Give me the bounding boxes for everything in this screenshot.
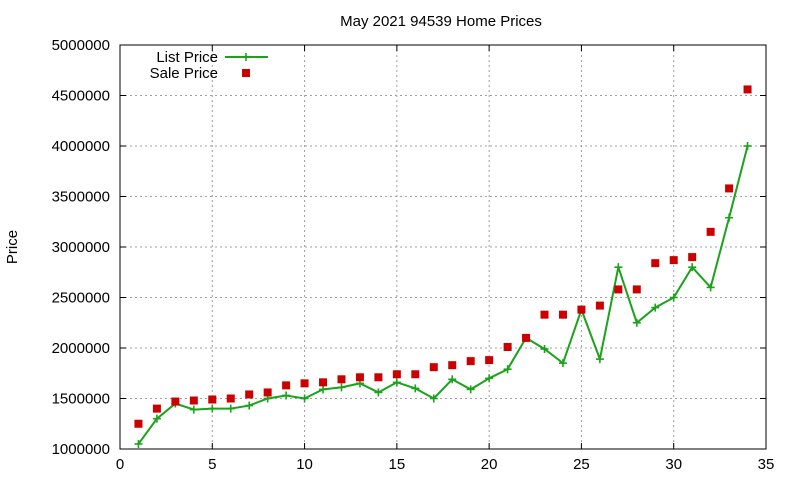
list-price-point <box>152 414 161 423</box>
series-sale-price <box>134 85 752 428</box>
list-price-line <box>137 145 749 445</box>
sale-price-point <box>558 310 567 319</box>
list-price-point <box>743 142 752 150</box>
sale-price-point <box>189 396 198 405</box>
x-tick-label: 10 <box>296 456 313 473</box>
list-price-point <box>282 391 291 400</box>
sale-price-point <box>355 373 364 382</box>
sale-price-point <box>337 375 346 384</box>
sale-price-point <box>669 256 678 265</box>
sale-price-point <box>522 333 531 342</box>
list-price-point <box>319 385 328 394</box>
axis-ticks: 0 5 10 15 20 25 30 35 1000000 1500000 2000000 25000… <box>52 37 775 473</box>
y-axis-label: Price <box>4 230 21 264</box>
y-tick-label: 3500000 <box>52 189 110 206</box>
list-price-point <box>337 383 346 392</box>
list-price-point <box>429 394 438 403</box>
list-price-point <box>189 405 198 414</box>
list-price-point <box>669 293 678 302</box>
list-price-point <box>226 404 235 413</box>
list-price-point <box>245 401 254 410</box>
sale-price-point <box>632 285 641 294</box>
x-tick-label: 25 <box>573 456 590 473</box>
sale-price-point <box>263 388 272 397</box>
list-price-point <box>632 318 641 327</box>
sale-price-point <box>540 310 549 319</box>
legend-label: List Price <box>156 49 218 66</box>
sale-price-point <box>226 394 235 403</box>
sale-price-point <box>245 390 254 399</box>
x-tick-label: 30 <box>665 456 682 473</box>
sale-price-point <box>208 395 217 404</box>
series <box>134 85 752 448</box>
series-list-price <box>134 142 752 448</box>
legend-square-marker <box>242 69 250 77</box>
y-tick-label: 1500000 <box>52 391 110 408</box>
list-price-point <box>614 263 623 272</box>
y-tick-label: 4500000 <box>52 88 110 105</box>
sale-price-point <box>466 357 475 366</box>
y-tick-label: 4000000 <box>52 138 110 155</box>
sale-price-point <box>374 373 383 382</box>
list-price-point <box>485 374 494 383</box>
legend-label: Sale Price <box>150 65 218 82</box>
sale-price-point <box>725 184 734 193</box>
list-price-point <box>651 303 660 312</box>
sale-price-point <box>152 404 161 413</box>
list-price-point <box>392 378 401 387</box>
list-price-point <box>411 384 420 393</box>
list-price-point <box>208 404 217 413</box>
sale-price-point <box>706 227 715 236</box>
list-price-point <box>374 388 383 397</box>
y-tick-label: 2500000 <box>52 290 110 307</box>
x-tick-label: 5 <box>208 456 216 473</box>
sale-price-point <box>171 397 180 406</box>
x-tick-label: 35 <box>758 456 775 473</box>
y-tick-label: 2000000 <box>52 340 110 357</box>
list-price-point <box>134 439 143 448</box>
list-price-point <box>688 263 697 272</box>
list-price-point <box>300 394 309 403</box>
x-tick-label: 20 <box>481 456 498 473</box>
sale-price-point <box>743 85 752 94</box>
sale-price-point <box>485 356 494 365</box>
list-price-point <box>466 385 475 394</box>
sale-price-point <box>134 419 143 428</box>
sale-price-point <box>577 305 586 314</box>
list-price-point <box>725 213 734 222</box>
sale-price-point <box>614 285 623 294</box>
sale-price-point <box>429 363 438 372</box>
list-price-point <box>595 355 604 364</box>
legend-plus-marker <box>242 53 250 61</box>
sale-price-point <box>392 370 401 379</box>
sale-price-point <box>282 381 291 390</box>
y-tick-label: 5000000 <box>52 37 110 54</box>
sale-price-point <box>411 370 420 379</box>
list-price-point <box>706 283 715 292</box>
list-price-point <box>540 345 549 354</box>
sale-price-point <box>300 379 309 388</box>
sale-price-point <box>319 378 328 387</box>
sale-price-point <box>448 361 457 370</box>
sale-price-point <box>651 259 660 268</box>
chart-title: May 2021 94539 Home Prices <box>340 13 542 30</box>
sale-price-point <box>688 253 697 262</box>
x-tick-label: 15 <box>389 456 406 473</box>
sale-price-point <box>503 342 512 351</box>
sale-price-point <box>595 301 604 310</box>
y-tick-label: 1000000 <box>52 441 110 458</box>
list-price-point <box>448 375 457 384</box>
list-price-point <box>503 365 512 374</box>
y-tick-label: 3000000 <box>52 239 110 256</box>
x-tick-label: 0 <box>116 456 124 473</box>
list-price-point <box>558 359 567 368</box>
